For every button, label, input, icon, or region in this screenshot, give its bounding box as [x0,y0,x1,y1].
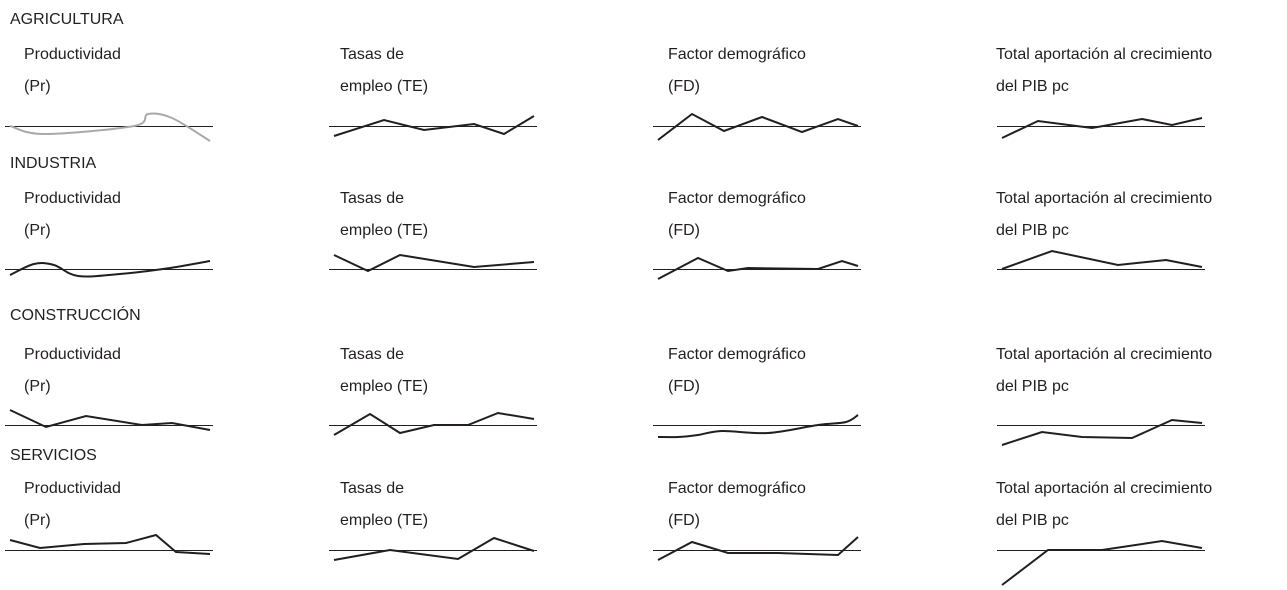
chart-label: Total aportación al crecimiento [996,480,1213,497]
chart-label: Productividad [24,346,121,363]
chart-label: del PIB pc [996,222,1069,239]
series-line [333,411,535,436]
chart-label: Productividad [24,480,121,497]
chart-label: del PIB pc [996,512,1069,529]
sparkline-chart [5,533,213,555]
chart-label: Total aportación al crecimiento [996,346,1213,363]
series-line [1001,249,1203,270]
chart-label: (Pr) [24,78,51,95]
sector-title: AGRICULTURA [10,11,124,28]
chart-label: Factor demográfico [668,190,806,207]
chart-label: empleo (TE) [340,378,429,395]
chart-label: Total aportación al crecimiento [996,190,1213,207]
sector-title: CONSTRUCCIÓN [10,307,141,324]
chart-label: (FD) [668,512,700,529]
series-line [9,260,211,278]
series-line [1001,418,1203,446]
sparkline-chart [997,117,1205,139]
sparkline-chart [5,260,213,278]
chart-label: (FD) [668,378,700,395]
series-line [9,409,211,431]
chart-label: Factor demográfico [668,46,806,63]
chart-label: Factor demográfico [668,346,806,363]
sparkline-chart [5,409,213,431]
series-line [1001,539,1203,586]
chart-label: empleo (TE) [340,512,429,529]
chart-label: Productividad [24,190,121,207]
sparkline-chart [329,411,537,436]
chart-label: del PIB pc [996,378,1069,395]
chart-label: (Pr) [24,222,51,239]
chart-label: Total aportación al crecimiento [996,46,1213,63]
chart-label: Factor demográfico [668,480,806,497]
series-line [9,533,211,555]
chart-label: Tasas de [340,46,405,63]
chart-label: (FD) [668,222,700,239]
sparkline-chart [997,539,1205,586]
series-line [9,112,211,142]
sparkline-chart [329,536,537,561]
series-line [1001,117,1203,139]
chart-label: Tasas de [340,480,405,497]
chart-label: (Pr) [24,378,51,395]
chart-label: empleo (TE) [340,78,429,95]
sparkline-chart [653,536,861,561]
series-line [657,414,859,439]
series-line [333,115,535,137]
chart-label: Tasas de [340,346,405,363]
sparkline-chart [329,253,537,273]
sparkline-chart [997,418,1205,446]
series-line [333,536,535,561]
sparkline-chart [5,112,213,142]
sector-title: SERVICIOS [10,447,97,464]
sparkline-chart [997,249,1205,270]
series-line [333,253,535,273]
sparkline-chart [653,112,861,141]
chart-label: del PIB pc [996,78,1069,95]
sparkline-chart [653,414,861,439]
series-line [657,112,859,141]
sparkline-chart [329,115,537,137]
sector-title: INDUSTRIA [10,155,97,172]
series-line [657,256,859,280]
chart-label: (Pr) [24,512,51,529]
series-line [657,536,859,561]
sparkline-chart [653,256,861,280]
chart-label: Tasas de [340,190,405,207]
chart-label: (FD) [668,78,700,95]
chart-label: Productividad [24,46,121,63]
chart-label: empleo (TE) [340,222,429,239]
